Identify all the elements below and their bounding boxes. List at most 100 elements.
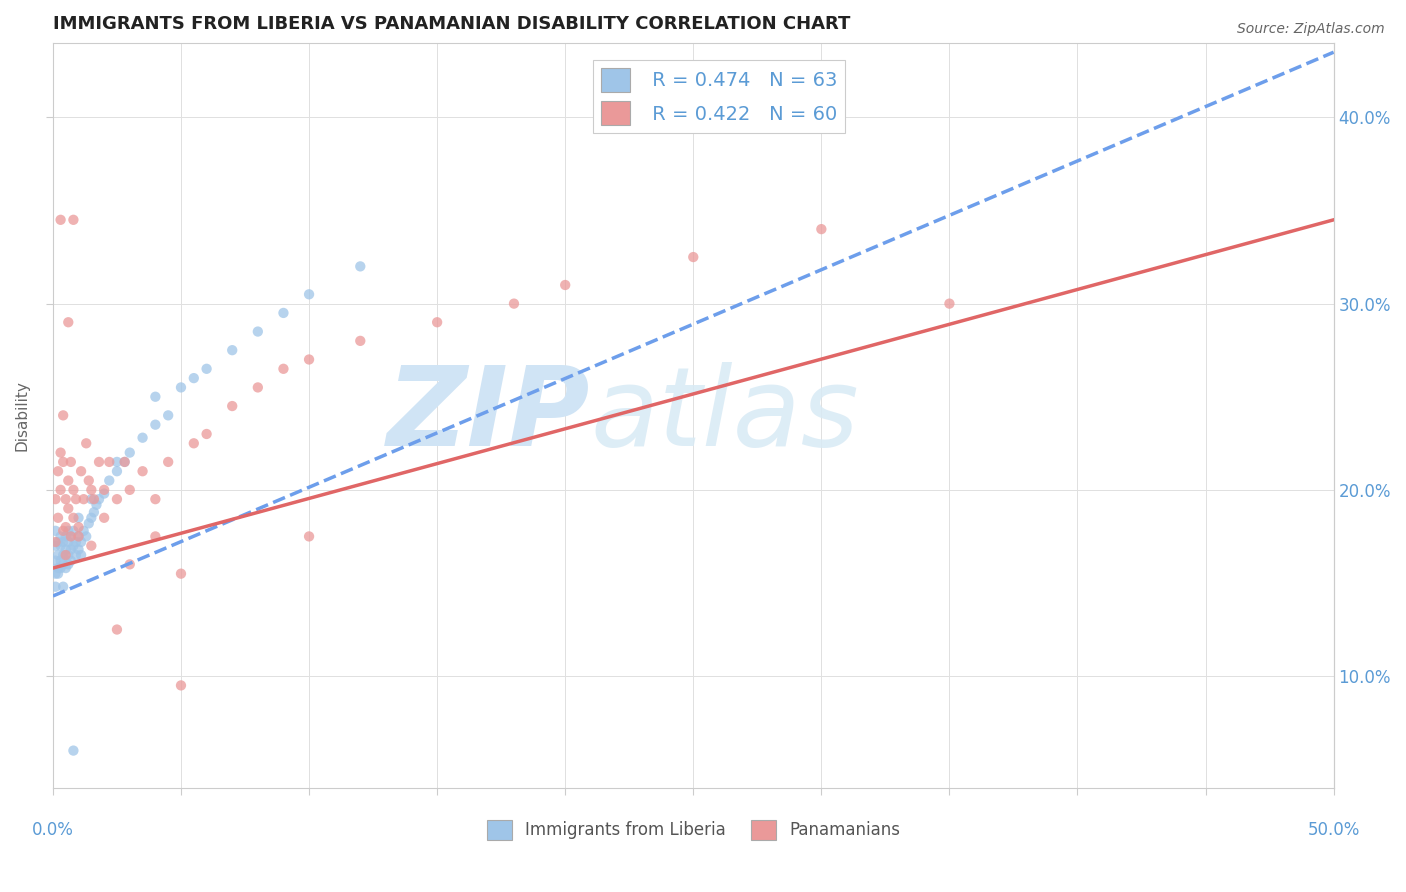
Point	[195, 427, 218, 442]
Point	[52, 580, 75, 594]
Point	[72, 492, 94, 507]
Point	[170, 678, 193, 692]
Point	[52, 524, 75, 538]
Point	[65, 535, 87, 549]
Point	[67, 529, 90, 543]
Point	[98, 474, 121, 488]
Point	[67, 520, 90, 534]
Point	[118, 483, 141, 497]
Point	[83, 492, 105, 507]
Point	[49, 445, 72, 459]
Point	[349, 260, 371, 274]
Point	[131, 464, 153, 478]
Point	[105, 623, 128, 637]
Point	[273, 361, 295, 376]
Point	[221, 399, 243, 413]
Text: 50.0%: 50.0%	[1308, 822, 1360, 839]
Point	[55, 492, 77, 507]
Point	[46, 510, 69, 524]
Point	[170, 566, 193, 581]
Point	[46, 548, 69, 562]
Point	[80, 510, 103, 524]
Point	[105, 492, 128, 507]
Point	[65, 492, 87, 507]
Point	[52, 548, 75, 562]
Point	[52, 409, 75, 423]
Point	[58, 535, 80, 549]
Point	[62, 212, 84, 227]
Point	[70, 464, 93, 478]
Point	[62, 743, 84, 757]
Point	[183, 371, 205, 385]
Point	[246, 325, 269, 339]
Point	[170, 380, 193, 394]
Point	[55, 529, 77, 543]
Point	[273, 306, 295, 320]
Point	[58, 558, 80, 572]
Point	[67, 510, 90, 524]
Point	[44, 566, 66, 581]
Point	[682, 250, 704, 264]
Point	[44, 554, 66, 568]
Point	[221, 343, 243, 358]
Point	[77, 516, 100, 531]
Point	[246, 380, 269, 394]
Point	[44, 492, 66, 507]
Point	[93, 483, 115, 497]
Point	[114, 455, 136, 469]
Point	[62, 539, 84, 553]
Point	[80, 483, 103, 497]
Point	[44, 580, 66, 594]
Point	[118, 445, 141, 459]
Point	[298, 529, 321, 543]
Point	[44, 539, 66, 553]
Point	[98, 455, 121, 469]
Point	[59, 529, 82, 543]
Point	[55, 520, 77, 534]
Text: IMMIGRANTS FROM LIBERIA VS PANAMANIAN DISABILITY CORRELATION CHART: IMMIGRANTS FROM LIBERIA VS PANAMANIAN DI…	[53, 15, 851, 33]
Point	[49, 561, 72, 575]
Point	[52, 455, 75, 469]
Point	[49, 483, 72, 497]
Point	[195, 361, 218, 376]
Point	[58, 474, 80, 488]
Point	[49, 212, 72, 227]
Point	[118, 558, 141, 572]
Point	[93, 486, 115, 500]
Point	[46, 561, 69, 575]
Point	[55, 561, 77, 575]
Point	[87, 492, 110, 507]
Legend: Immigrants from Liberia, Panamanians: Immigrants from Liberia, Panamanians	[479, 813, 907, 847]
Point	[75, 436, 97, 450]
Point	[105, 464, 128, 478]
Point	[58, 548, 80, 562]
Point	[426, 315, 449, 329]
Point	[83, 505, 105, 519]
Point	[145, 390, 167, 404]
Point	[55, 548, 77, 562]
Point	[183, 436, 205, 450]
Point	[59, 529, 82, 543]
Point	[157, 455, 180, 469]
Point	[131, 431, 153, 445]
Point	[49, 539, 72, 553]
Point	[49, 529, 72, 543]
Point	[67, 529, 90, 543]
Point	[72, 524, 94, 538]
Point	[58, 501, 80, 516]
Text: 0.0%: 0.0%	[32, 822, 75, 839]
Point	[114, 455, 136, 469]
Point	[75, 529, 97, 543]
Point	[49, 554, 72, 568]
Point	[59, 554, 82, 568]
Point	[810, 222, 832, 236]
Point	[65, 548, 87, 562]
Point	[52, 535, 75, 549]
Point	[87, 455, 110, 469]
Text: Source: ZipAtlas.com: Source: ZipAtlas.com	[1237, 22, 1385, 37]
Y-axis label: Disability: Disability	[15, 380, 30, 450]
Point	[157, 409, 180, 423]
Point	[58, 315, 80, 329]
Text: atlas: atlas	[591, 362, 859, 469]
Point	[938, 296, 960, 310]
